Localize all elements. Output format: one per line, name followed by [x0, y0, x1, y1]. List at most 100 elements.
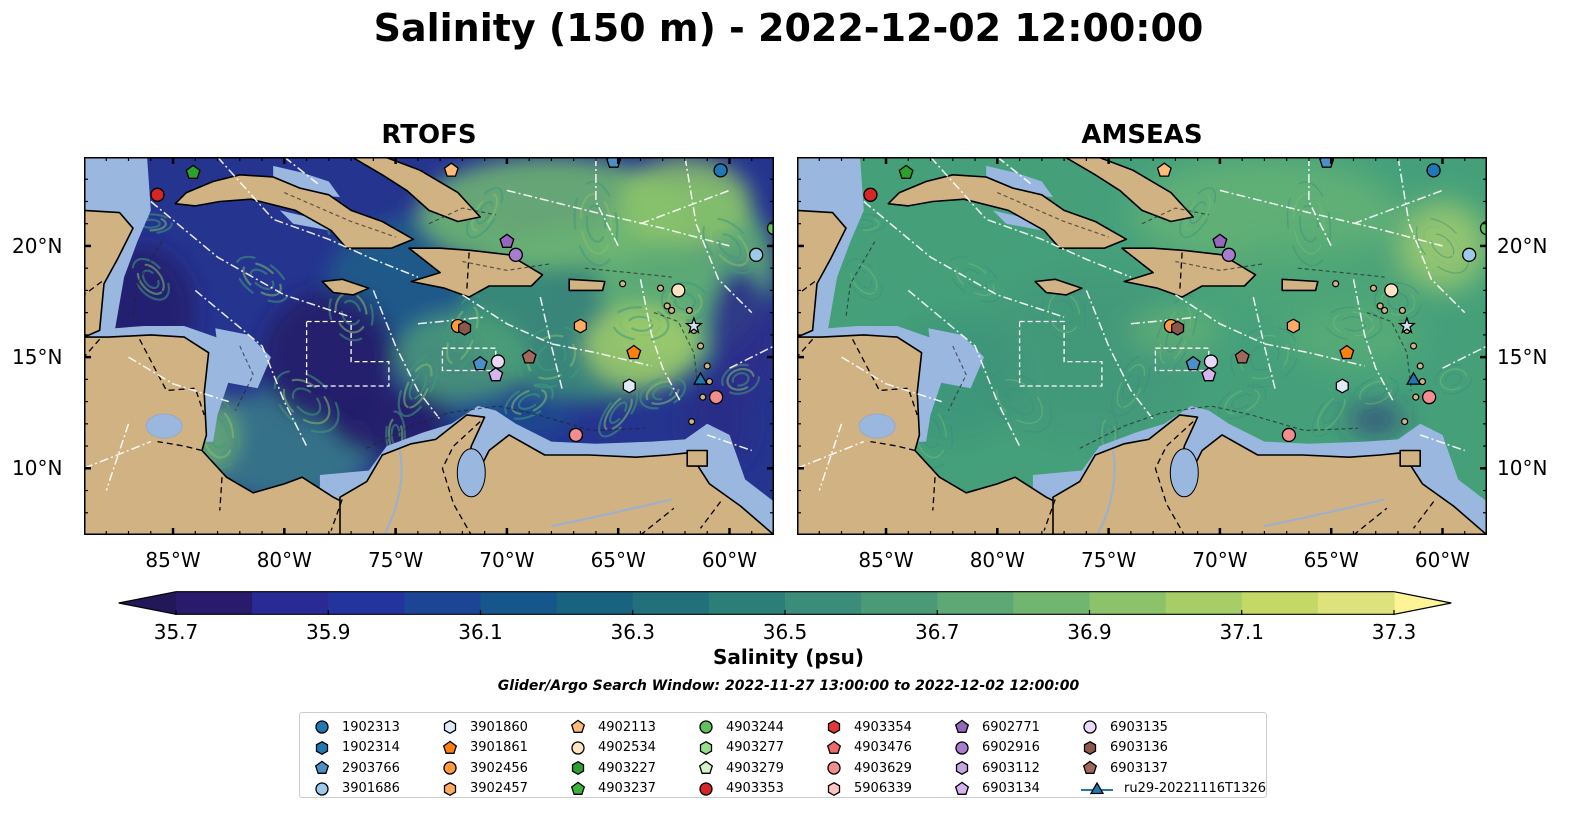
legend-marker-icon	[699, 720, 713, 734]
legend-label: 4903227	[598, 760, 656, 776]
colorbar-extend-low	[118, 592, 176, 614]
colorbar-segment	[176, 592, 253, 614]
legend-item: 6903136	[1080, 738, 1266, 759]
legend-item: 4903629	[824, 758, 912, 779]
lon-tick-label: 65°W	[590, 548, 646, 572]
float-marker	[570, 781, 586, 795]
lon-tick-label: 75°W	[1080, 548, 1137, 572]
legend-marker-icon	[1081, 781, 1113, 794]
legend-label: 2903766	[342, 760, 400, 776]
colorbar-tick-label: 36.7	[914, 620, 960, 644]
legend-marker-icon	[314, 760, 330, 775]
float-marker	[315, 782, 329, 796]
float-marker	[443, 720, 457, 735]
legend-item: 2903766	[312, 758, 400, 779]
float-marker	[488, 366, 504, 382]
legend-item: 1902313	[312, 717, 400, 738]
colorbar-tick-label: 37.1	[1219, 620, 1265, 644]
float-marker	[568, 427, 584, 443]
legend-label: 3902456	[470, 760, 528, 776]
float-marker	[1221, 247, 1236, 262]
float-marker	[684, 316, 704, 334]
colorbar-segment	[252, 592, 329, 614]
float-marker	[1171, 320, 1185, 336]
legend-marker-icon	[826, 740, 842, 754]
colorbar-segment	[1317, 592, 1395, 614]
legend-marker-icon	[955, 761, 969, 776]
float-marker	[1082, 760, 1098, 775]
float-marker	[1479, 221, 1487, 236]
legend-column: 3901860 3901861 3902456 3902457	[440, 717, 528, 799]
float-marker	[699, 782, 713, 796]
float-marker	[1421, 389, 1437, 405]
colorbar-extend-high	[1394, 592, 1452, 614]
map-panel-amseas	[797, 157, 1487, 535]
float-marker	[571, 761, 585, 776]
legend-item: 1902314	[312, 738, 400, 759]
legend-marker-icon	[443, 720, 457, 735]
legend: 1902313 1902314 2903766 3901686 3901860 39018…	[299, 712, 1267, 798]
colorbar-tick-label: 37.3	[1371, 620, 1417, 644]
legend-label: 4903244	[726, 719, 784, 735]
colorbar-segment	[328, 592, 405, 614]
map-panel-rtofs	[84, 157, 774, 535]
colorbar-tick-label: 36.3	[610, 620, 656, 644]
legend-item: 4902113	[568, 717, 656, 738]
legend-marker-icon	[570, 719, 586, 734]
float-marker	[626, 344, 642, 360]
colorbar-segment	[404, 592, 482, 614]
float-marker	[1426, 163, 1441, 178]
float-marker	[1339, 344, 1355, 360]
legend-item: 6902916	[952, 738, 1040, 759]
legend-label: 1902314	[342, 740, 400, 756]
float-marker	[622, 378, 636, 394]
legend-marker-icon	[699, 782, 713, 796]
float-marker	[826, 740, 842, 754]
legend-marker-icon	[1083, 740, 1097, 755]
float-marker	[1234, 349, 1250, 364]
legend-item: 3902456	[440, 758, 528, 779]
float-marker	[708, 389, 724, 405]
legend-marker-icon	[827, 781, 841, 796]
legend-label: 4903476	[854, 740, 912, 756]
lon-tick-label: 65°W	[1303, 548, 1359, 572]
legend-label: 1902313	[342, 719, 400, 735]
float-marker	[699, 740, 713, 755]
float-marker	[713, 163, 728, 178]
float-marker	[1185, 355, 1201, 371]
float-marker	[314, 760, 330, 775]
legend-label: 4903237	[598, 781, 656, 797]
float-marker	[1384, 283, 1399, 298]
legend-label: 3901686	[342, 781, 400, 797]
float-marker	[827, 781, 841, 796]
float-marker	[490, 354, 506, 369]
legend-label: 6903135	[1110, 719, 1168, 735]
float-marker	[863, 187, 878, 202]
legend-item: 4903476	[824, 738, 912, 759]
colorbar	[118, 591, 1452, 615]
float-marker	[1286, 318, 1300, 334]
legend-item: 4903279	[696, 758, 784, 779]
lat-tick-label-left: 10°N	[12, 456, 63, 481]
legend-label: 6903136	[1110, 740, 1168, 756]
legend-item: 6903112	[952, 758, 1040, 779]
legend-item: 4903244	[696, 717, 784, 738]
float-marker	[766, 221, 774, 236]
float-marker	[1281, 427, 1297, 443]
legend-column: 4902113 4902534 4903227 4903237	[568, 717, 656, 799]
lon-tick-label: 60°W	[1414, 548, 1471, 572]
legend-column: 4903244 4903277 4903279 4903353	[696, 717, 784, 799]
lat-tick-label-right: 20°N	[1497, 233, 1548, 258]
lat-tick-label-left: 15°N	[12, 345, 63, 370]
colorbar-segment	[708, 592, 786, 614]
legend-marker-icon	[571, 761, 585, 776]
colorbar-segment	[785, 592, 862, 614]
legend-item: 3902457	[440, 779, 528, 800]
float-marker	[1212, 233, 1228, 248]
legend-label: 4902534	[598, 740, 656, 756]
float-marker	[315, 740, 329, 755]
legend-label: 6902771	[982, 719, 1040, 735]
legend-item: 6903135	[1080, 717, 1266, 738]
lon-tick-label: 85°W	[858, 548, 914, 572]
float-marker	[458, 320, 472, 336]
